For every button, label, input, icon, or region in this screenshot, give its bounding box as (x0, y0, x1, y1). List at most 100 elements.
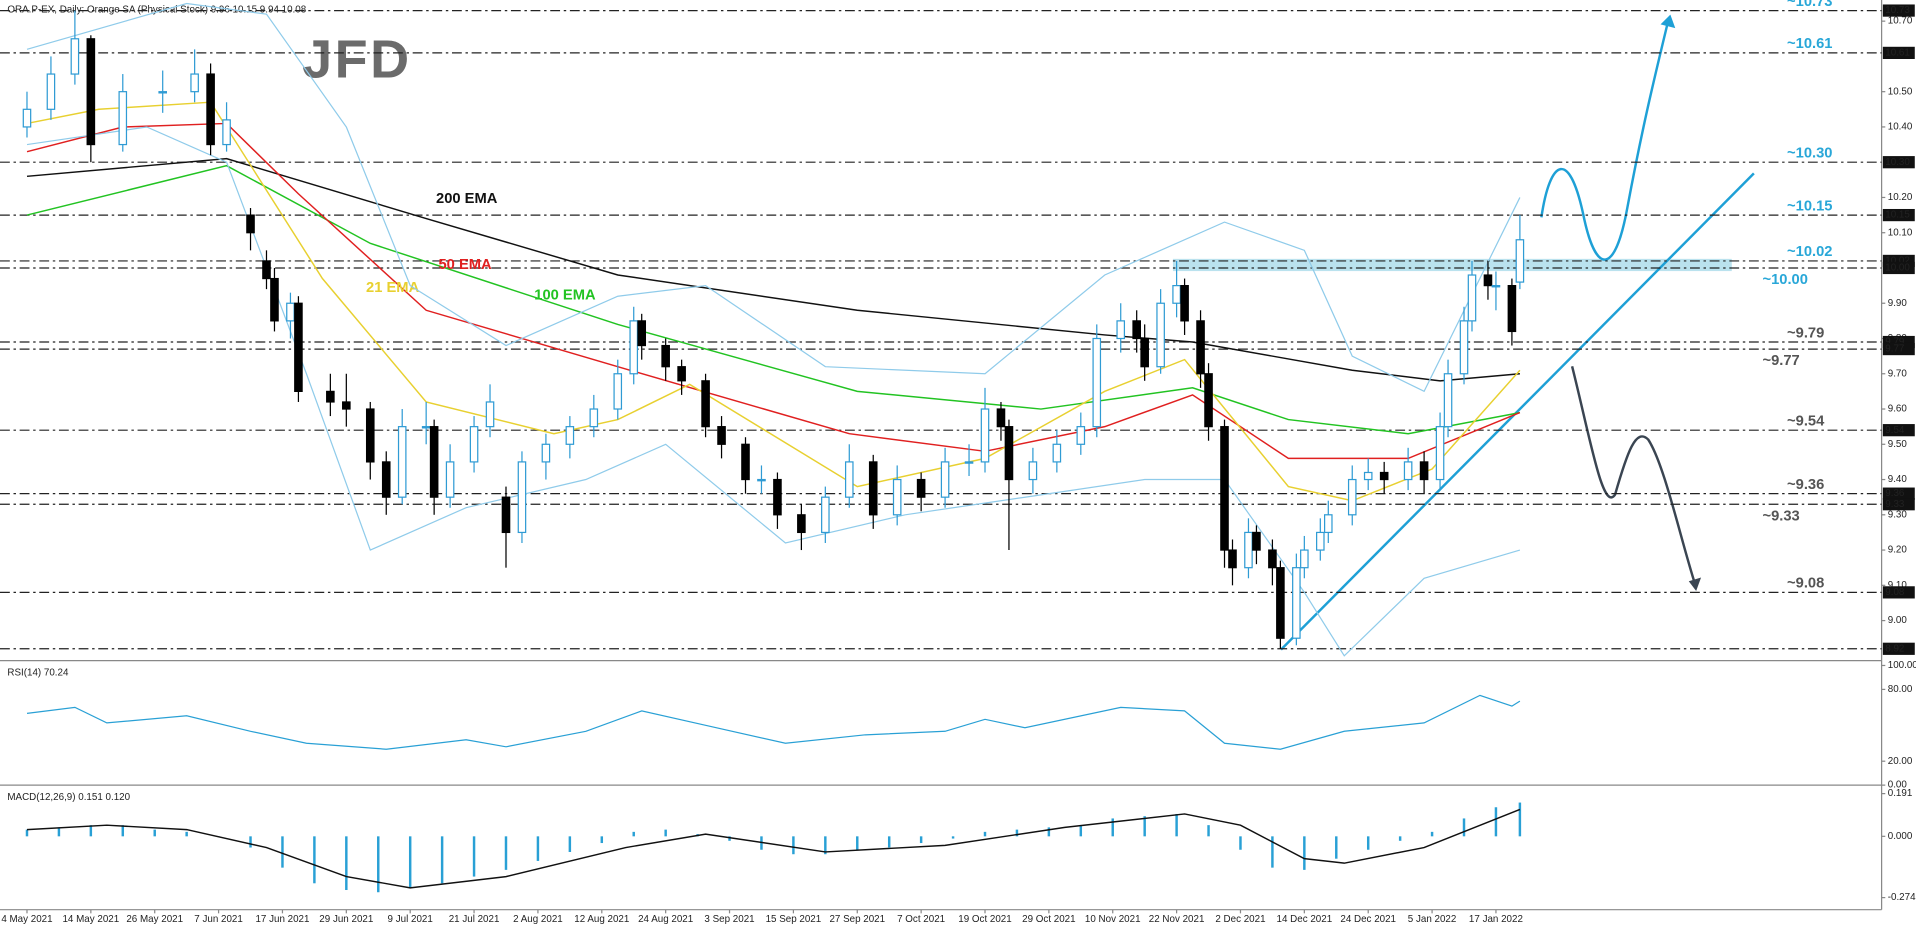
candle-body (517, 461, 527, 534)
level-label: ~9.79 (1787, 325, 1824, 341)
ema-label: 100 EMA (534, 287, 596, 303)
candle-body (70, 38, 80, 75)
candle-body (892, 478, 902, 516)
level-tag-label: 8.92 (1885, 643, 1904, 654)
macd-bar (632, 831, 635, 837)
candle-body (757, 478, 766, 482)
candle-body (365, 408, 375, 463)
level-tag (1882, 208, 1915, 222)
x-tick-label: 29 Oct 2021 (1022, 914, 1075, 925)
candle-body (1459, 320, 1469, 375)
candle-body (1052, 443, 1062, 463)
y-tick-label: -0.274 (1888, 892, 1916, 903)
candle-body (1316, 531, 1325, 551)
level-tag (1882, 261, 1915, 275)
candle-body (629, 320, 639, 375)
candle-body (821, 496, 830, 534)
macd-bar (1175, 813, 1178, 837)
candle-body (1076, 426, 1086, 445)
band-line (26, 126, 1521, 657)
x-tick-label: 26 May 2021 (126, 914, 183, 925)
candle-body (326, 390, 335, 403)
level-tag-label: 10.30 (1885, 157, 1910, 168)
candle-body (1180, 284, 1189, 322)
ema-label: 21 EMA (366, 280, 420, 296)
x-tick-label: 19 Oct 2021 (958, 914, 1011, 925)
candle-body (1300, 549, 1309, 569)
macd-bar (1430, 831, 1434, 837)
candle-body (1004, 426, 1014, 481)
x-tick-label: 7 Oct 2021 (897, 914, 945, 925)
macd-bar (983, 831, 987, 837)
y-tick-label: 9.90 (1888, 298, 1908, 309)
candle-body (940, 461, 950, 498)
y-tick-label: 20.00 (1888, 756, 1913, 767)
candle-body (996, 408, 1006, 428)
candle-body (206, 73, 215, 146)
macd-bar (1462, 818, 1466, 837)
x-tick-label: 14 May 2021 (62, 914, 119, 925)
y-tick-label: 0.191 (1888, 788, 1913, 799)
level-label: ~9.36 (1787, 477, 1824, 493)
macd-bar (824, 836, 827, 855)
signal-line (26, 808, 1521, 889)
macd-bar (153, 829, 156, 837)
candle-body (613, 373, 623, 410)
level-label: ~10.00 (1762, 272, 1807, 288)
level-label: ~10.73 (1787, 0, 1832, 10)
candle-body (1483, 274, 1493, 287)
macd-bar (1079, 825, 1083, 837)
level-tag-label: 10.02 (1885, 256, 1910, 267)
candle-body (429, 426, 439, 498)
candle-body (1204, 373, 1213, 428)
x-tick-label: 7 Jun 2021 (194, 914, 243, 925)
candle-body (1116, 320, 1126, 340)
candle-body (541, 443, 551, 463)
x-tick-label: 24 Dec 2021 (1340, 914, 1396, 925)
level-tag-label: 9.79 (1885, 337, 1904, 348)
macd-bar (1366, 836, 1370, 850)
level-tag-label: 10.00 (1885, 263, 1910, 274)
macd-bar (1271, 836, 1274, 868)
candle-body (190, 73, 199, 93)
macd-bar (1239, 836, 1242, 850)
level-tag-label: 9.77 (1885, 344, 1904, 355)
y-tick-label: 10.20 (1888, 192, 1913, 203)
candle-body (1403, 461, 1413, 481)
candle-body (844, 461, 854, 498)
candle-body (501, 496, 511, 534)
y-tick-label: 0.00 (1888, 780, 1908, 791)
candle-body (286, 302, 295, 322)
candle-body (270, 277, 279, 322)
bullish-projection (1540, 21, 1670, 261)
y-tick-label: 9.10 (1888, 580, 1908, 591)
macd-bar (1207, 825, 1210, 837)
candle-body (1028, 461, 1038, 481)
macd-bar (1398, 836, 1402, 841)
ema-line (26, 164, 1521, 435)
y-tick-label: 9.40 (1888, 474, 1908, 485)
macd-bar (1518, 802, 1522, 837)
macd-bar (504, 836, 508, 870)
macd-bar (792, 836, 795, 855)
x-tick-label: 17 Jan 2022 (1469, 914, 1523, 925)
candle-body (1268, 549, 1277, 569)
candle-body (1140, 337, 1149, 368)
candle-body (964, 461, 974, 464)
y-tick-label: 100.00 (1888, 660, 1916, 671)
macd-bar (1047, 827, 1051, 837)
macd-bar (313, 836, 316, 884)
candle-body (485, 401, 495, 428)
level-label: ~9.77 (1762, 353, 1799, 369)
y-tick-label: 10.10 (1888, 227, 1913, 238)
candle-body (1292, 567, 1301, 639)
level-tag (1882, 487, 1915, 500)
band-line (26, 2, 1521, 393)
ema-line (26, 101, 1521, 502)
candle-body (677, 366, 686, 382)
macd-bar (664, 829, 667, 837)
candle-body (222, 119, 231, 146)
candle-body (1276, 567, 1285, 639)
level-label: ~9.08 (1787, 576, 1824, 592)
